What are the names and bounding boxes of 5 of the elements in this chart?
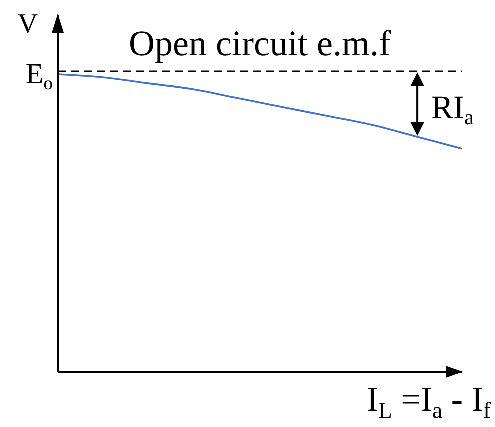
y-axis-title: V [18,9,38,40]
ref-line-label: Open circuit e.m.f [129,24,391,64]
text: E$_{o}$ [26,58,53,94]
x-axis-title: I$_{L}$ =I$_{a}$ - I$_{f}$ [366,380,492,423]
annotation: RI$_{a}$ [432,90,475,130]
